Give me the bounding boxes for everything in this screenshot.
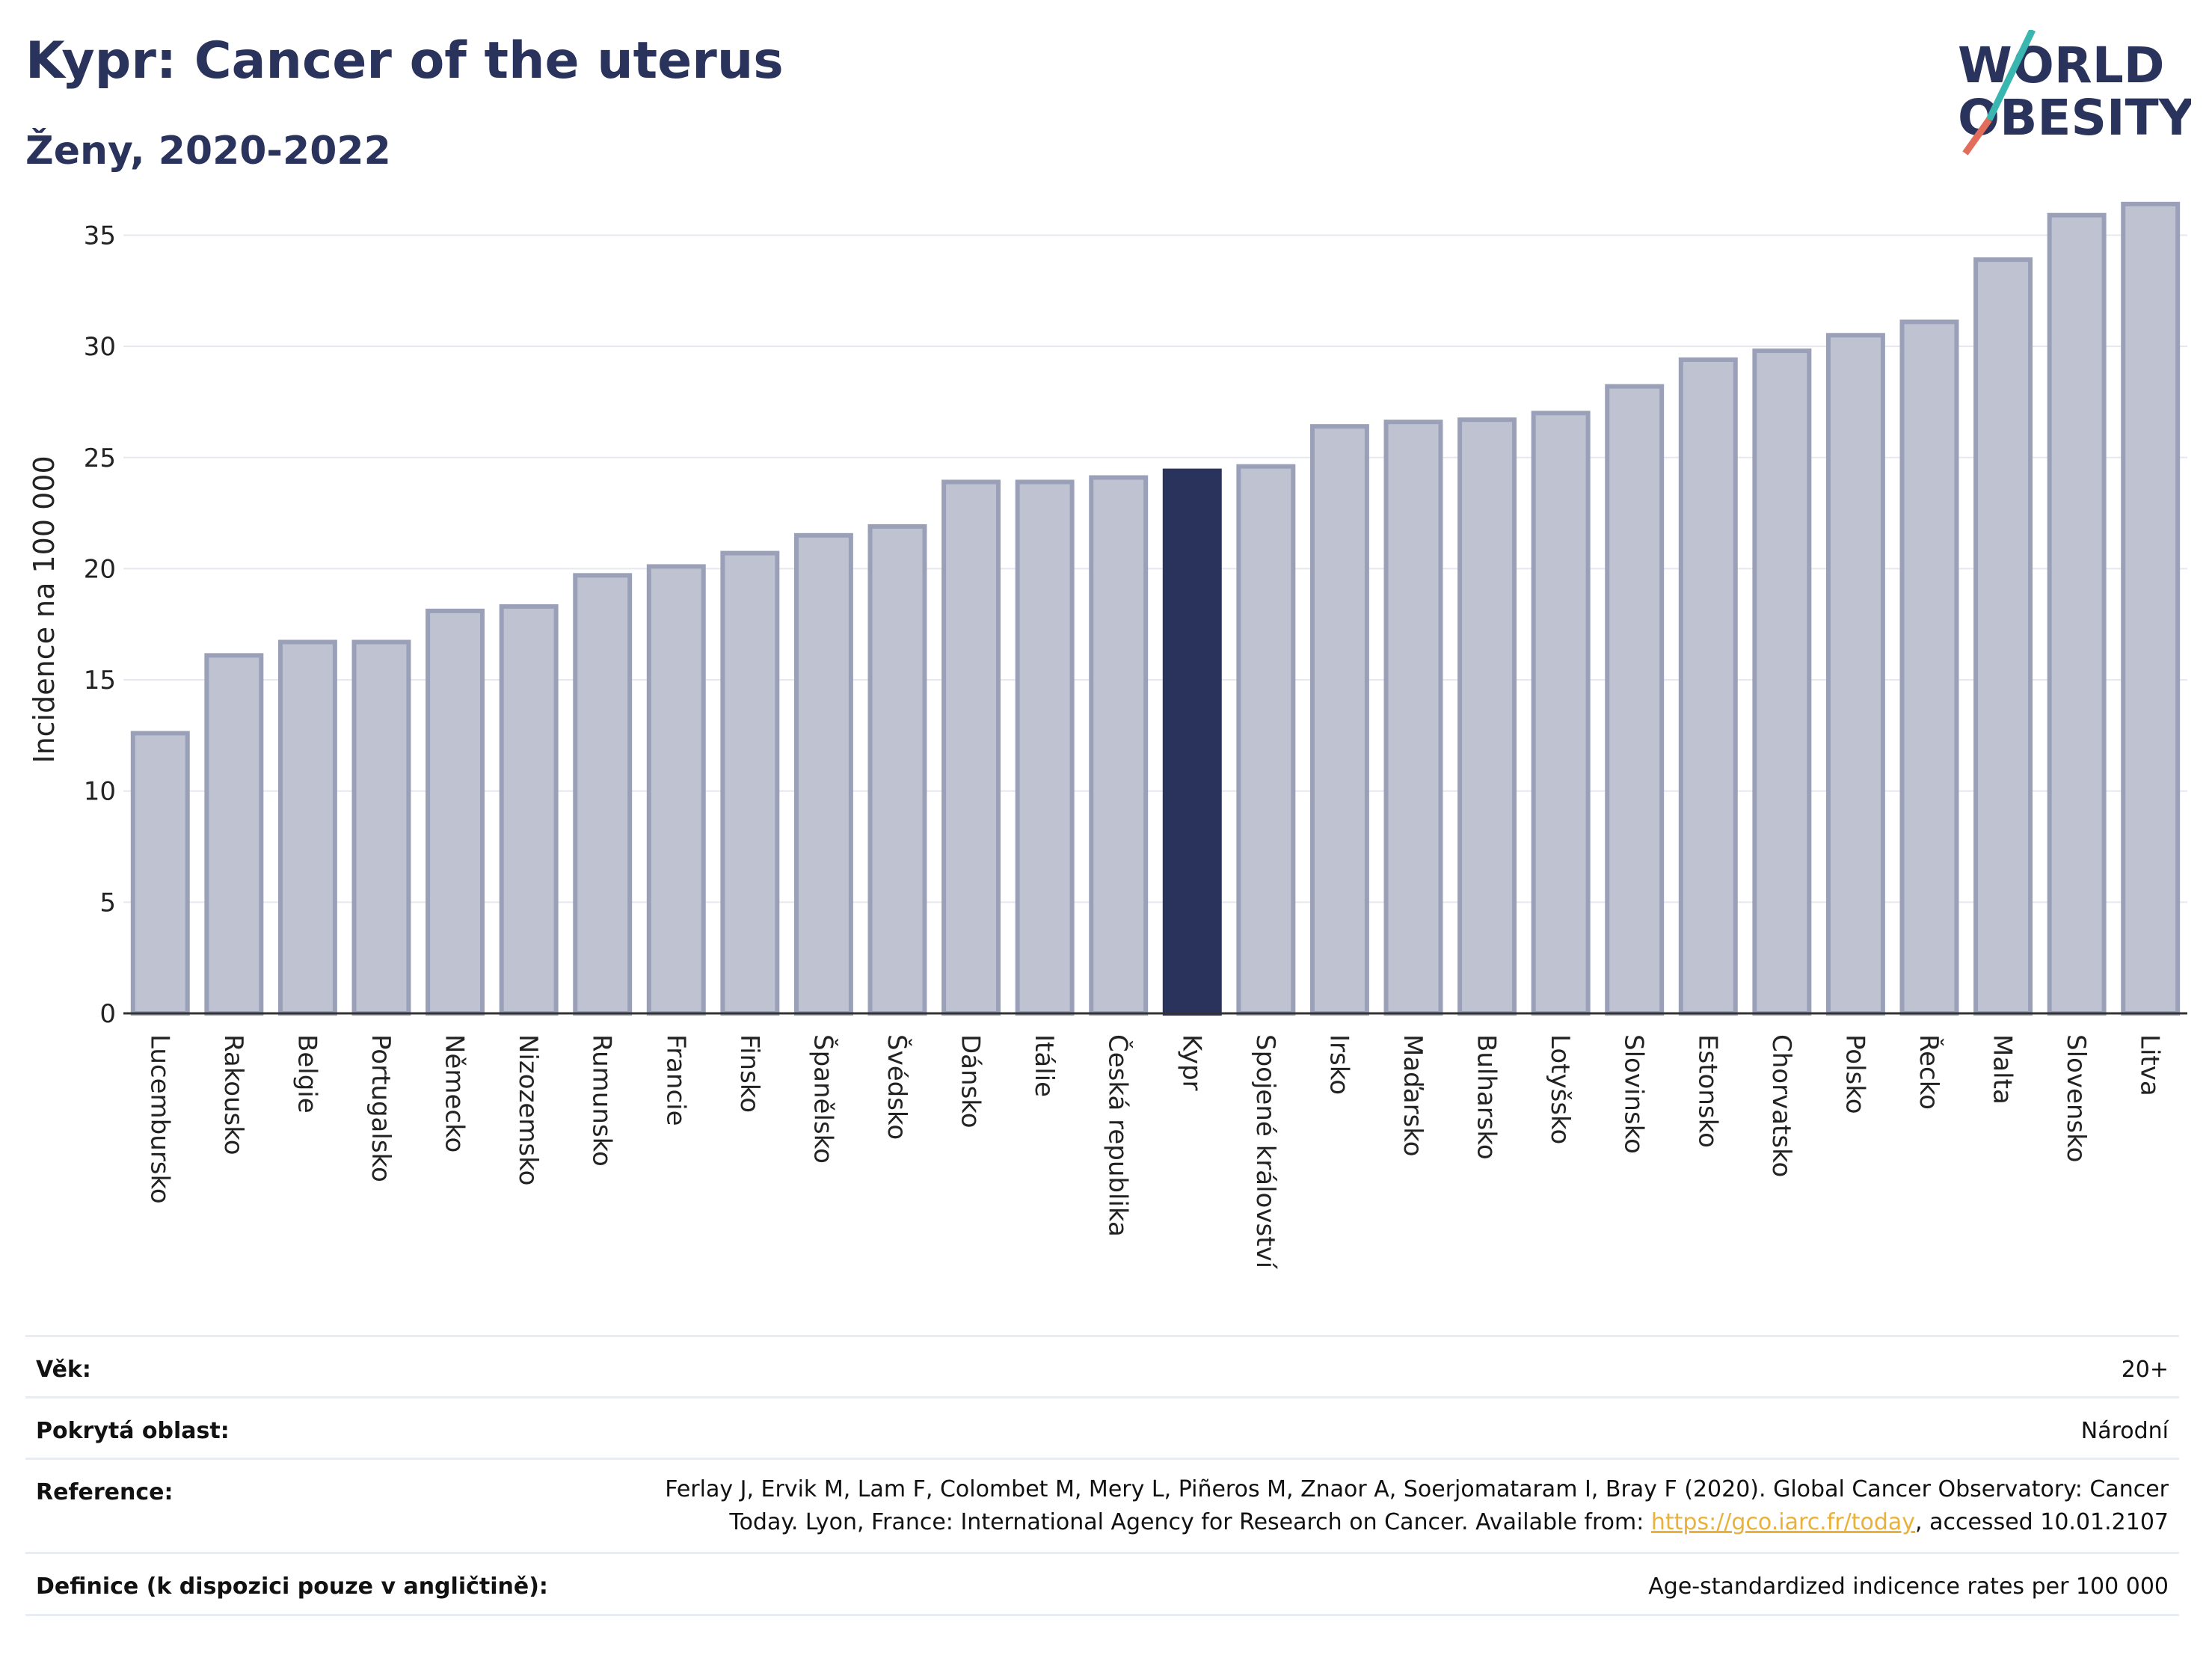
bar — [277, 639, 337, 1016]
bar — [204, 653, 264, 1016]
meta-row-age: Věk: 20+ — [25, 1335, 2179, 1397]
x-tick-label: Česká republika — [1103, 1034, 1134, 1237]
x-tick-label: Finsko — [734, 1034, 764, 1113]
x-tick-label: Lotyšsko — [1545, 1034, 1575, 1144]
bar — [2121, 201, 2181, 1016]
bar — [646, 564, 706, 1016]
bar — [1089, 475, 1149, 1016]
x-tick-label: Malta — [1988, 1034, 2018, 1105]
chart-subtitle: Ženy, 2020-2022 — [25, 129, 391, 174]
x-tick-label: Chorvatsko — [1766, 1034, 1796, 1177]
bar — [1309, 424, 1369, 1016]
y-tick-label: 25 — [84, 443, 116, 473]
x-tick-label: Bulharsko — [1472, 1034, 1502, 1160]
bar — [1973, 257, 2033, 1016]
bar-chart: 0 5 10 15 20 25 30 35 Incidence na 100 000 Lucemb… — [28, 201, 2187, 1270]
y-tick-label: 0 — [99, 999, 116, 1029]
bar — [1383, 420, 1443, 1016]
reference-label: Reference: — [36, 1479, 173, 1505]
bar — [867, 523, 927, 1016]
x-tick-label: Portugalsko — [366, 1034, 396, 1182]
bar — [499, 604, 559, 1016]
world-obesity-logo: WORLD OBESITY — [1958, 30, 2191, 156]
x-tick-label: Maďarsko — [1398, 1034, 1428, 1157]
y-tick-label: 35 — [84, 221, 116, 251]
x-tick-label: Spojené království — [1250, 1034, 1280, 1270]
reference-text: Ferlay J, Ervik M, Lam F, Colombet M, Me… — [553, 1473, 2169, 1539]
y-tick-label: 5 — [99, 888, 116, 918]
bar — [2047, 212, 2107, 1016]
reference-line1: Ferlay J, Ervik M, Lam F, Colombet M, Me… — [665, 1476, 2169, 1502]
bar — [1899, 319, 1959, 1016]
x-tick-label: Nizozemsko — [513, 1034, 543, 1185]
bar — [1236, 464, 1296, 1016]
age-label: Věk: — [36, 1357, 91, 1383]
definition-value: Age-standardized indicence rates per 100… — [1648, 1573, 2169, 1600]
reference-link[interactable]: https://gco.iarc.fr/today — [1650, 1509, 1916, 1535]
meta-row-definition: Definice (k dispozici pouze v angličtině… — [25, 1552, 2179, 1616]
bar — [793, 532, 853, 1016]
x-tick-label: Litva — [2135, 1034, 2165, 1096]
bar — [1015, 479, 1075, 1016]
area-value: Národní — [2080, 1418, 2169, 1444]
logo-slash-red — [1962, 117, 1992, 156]
bar — [1531, 411, 1591, 1016]
chart-title: Kypr: Cancer of the uterus — [25, 31, 784, 90]
logo-line1: WORLD — [1958, 37, 2165, 94]
bar — [1457, 417, 1517, 1016]
x-tick-label: Rumunsko — [587, 1034, 617, 1167]
bar — [720, 550, 780, 1016]
bar — [941, 479, 1001, 1016]
x-tick-label: Francie — [660, 1034, 690, 1126]
x-tick-label: Polsko — [1840, 1034, 1870, 1114]
bar — [573, 573, 633, 1016]
bar — [130, 731, 190, 1016]
x-tick-label: Slovensko — [2061, 1034, 2091, 1162]
x-tick-label: Lucembursko — [144, 1034, 174, 1204]
y-tick-label: 15 — [84, 666, 116, 696]
x-tick-label: Řecko — [1914, 1034, 1944, 1110]
bar — [1162, 468, 1222, 1016]
x-tick-label: Kypr — [1176, 1034, 1206, 1091]
y-tick-label: 10 — [84, 777, 116, 807]
definition-label: Definice (k dispozici pouze v angličtině… — [36, 1573, 548, 1600]
x-tick-label: Rakousko — [218, 1034, 248, 1155]
reference-line2: Today. Lyon, France: International Agenc… — [553, 1506, 2169, 1539]
reference-line2-post: , accessed 10.01.2107 — [1915, 1509, 2169, 1535]
x-tick-label: Estonsko — [1692, 1034, 1722, 1148]
x-tick-label: Španělsko — [808, 1034, 838, 1164]
bar — [1825, 333, 1885, 1016]
bar — [1605, 384, 1665, 1016]
bar — [425, 608, 485, 1016]
reference-line2-pre: Today. Lyon, France: International Agenc… — [729, 1509, 1651, 1535]
area-label: Pokrytá oblast: — [36, 1418, 230, 1444]
age-value: 20+ — [2121, 1357, 2169, 1383]
x-tick-label: Dánsko — [956, 1034, 986, 1129]
x-tick-label: Irsko — [1324, 1034, 1354, 1095]
y-tick-label: 30 — [84, 332, 116, 362]
meta-row-area: Pokrytá oblast: Národní — [25, 1396, 2179, 1458]
x-tick-label: Belgie — [292, 1034, 322, 1114]
meta-row-reference: Reference: Ferlay J, Ervik M, Lam F, Col… — [25, 1458, 2179, 1553]
logo-slash-teal — [1985, 30, 2036, 121]
bar — [351, 639, 411, 1016]
y-axis-label: Incidence na 100 000 — [28, 455, 61, 763]
x-tick-label: Itálie — [1029, 1034, 1059, 1097]
x-tick-label: Německo — [440, 1034, 470, 1152]
x-tick-label: Slovinsko — [1619, 1034, 1649, 1154]
bar — [1678, 357, 1738, 1016]
bar — [1752, 348, 1812, 1016]
y-tick-label: 20 — [84, 554, 116, 584]
x-tick-label: Švédsko — [882, 1034, 912, 1140]
